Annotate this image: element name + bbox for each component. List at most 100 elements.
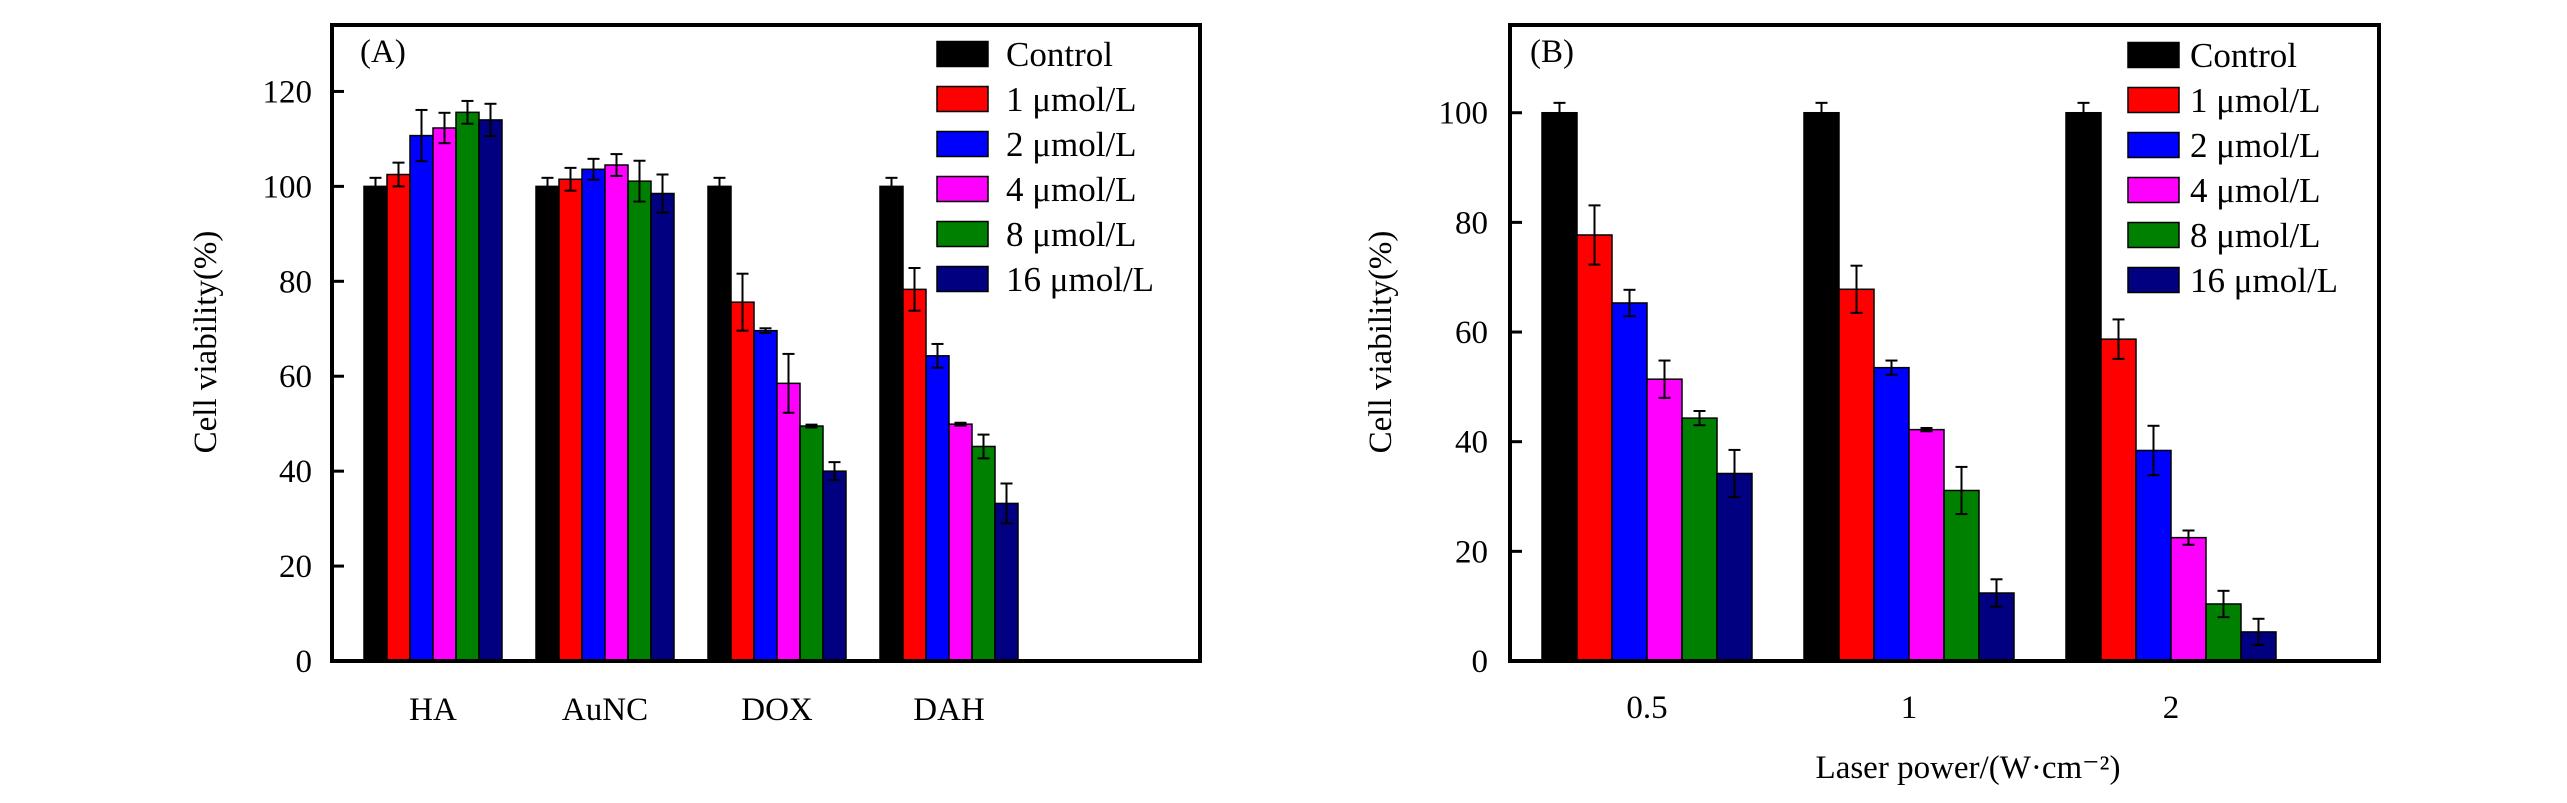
panel-b-bar: [1541, 111, 1578, 662]
panel-a-error-bar: [415, 108, 428, 163]
panel-a-error-bar: [782, 352, 795, 414]
panel-b-legend-item: 2 μmol/L: [2127, 126, 2321, 165]
legend-label: 8 μmol/L: [2190, 216, 2321, 255]
panel-a-x-tick-label: HA: [409, 692, 457, 728]
panel-b-plot-frame: [1508, 23, 2381, 663]
panel-b-legend-item: 8 μmol/L: [2127, 216, 2321, 255]
panel-b-x-tick-label: 2: [2163, 690, 2180, 726]
panel-a-bar: [994, 502, 1019, 662]
legend-label: Control: [2190, 36, 2297, 75]
panel-b-bar: [2135, 449, 2172, 662]
panel-a-bar: [432, 127, 457, 662]
panel-b-bar: [2100, 338, 2137, 662]
panel-a-bar: [604, 164, 629, 662]
panel-a-error-bar: [369, 176, 382, 196]
panel-b-bar: [1803, 111, 1840, 662]
panel-a-bar: [478, 119, 503, 662]
panel-a-y-axis-title: Cell viability(%): [188, 231, 224, 454]
legend-label: 16 μmol/L: [1006, 260, 1154, 299]
panel-b-error-bar: [1553, 101, 1566, 124]
panel-b-x-tick-label: 1: [1901, 690, 1918, 726]
panel-a-bar: [925, 355, 950, 662]
panel-a-error-bar: [656, 173, 669, 214]
panel-a-bar: [581, 168, 606, 662]
panel-b-bar: [1873, 366, 1910, 662]
panel-a-y-axis-ticks: 0 20 40 60 80 100 120: [263, 74, 344, 680]
panel-b-label: (B): [1530, 34, 1574, 70]
panel-b-x-tick-label: 0.5: [1626, 690, 1667, 726]
panel-a-error-bar: [759, 327, 772, 335]
legend-swatch: [2127, 86, 2180, 114]
panel-a-x-axis-labels: HA AuNC DOX DAH: [409, 692, 985, 728]
panel-b-legend-item: 1 μmol/L: [2127, 81, 2321, 120]
legend-swatch: [936, 220, 989, 248]
panel-b-error-bar: [1990, 578, 2003, 608]
panel-a-x-tick-label: AuNC: [562, 692, 648, 728]
legend-label: Control: [1006, 35, 1113, 74]
legend-swatch: [936, 175, 989, 203]
panel-a-legend-item: 4 μmol/L: [936, 170, 1137, 209]
panel-a-plot-frame: [330, 23, 1202, 663]
panel-a-error-bar: [461, 99, 474, 125]
panel-b-bar: [1838, 288, 1875, 662]
panel-a-bar: [386, 173, 411, 662]
panel-b-x-axis-labels: 0.5 1 2: [1626, 690, 2179, 726]
panel-b-error-bar: [1955, 465, 1968, 516]
panel-b-error-bar: [1885, 359, 1898, 376]
panel-b-legend-item: Control: [2127, 36, 2297, 75]
panel-b-legend-item: 16 μmol/L: [2127, 261, 2338, 300]
panel-b-bar: [1576, 234, 1613, 662]
panel-b-error-bar: [2252, 617, 2265, 647]
legend-swatch: [936, 40, 989, 68]
panel-b-error-bar: [1815, 101, 1828, 124]
panel-b-error-bar: [1588, 204, 1601, 266]
panel-b-bar: [1611, 302, 1648, 662]
legend-swatch: [936, 265, 989, 293]
panel-a-error-bar: [977, 433, 990, 460]
panel-b-error-bar: [2147, 424, 2160, 477]
panel-a-bar: [948, 423, 973, 662]
panel-a-error-bar: [805, 423, 818, 429]
panel-a-chart: 0 20 40 60 80 100 120 HA AuNC DOX DAH (A) Cell vi…: [188, 23, 1202, 728]
panel-a-bar: [650, 192, 675, 662]
panel-b-x-axis-title: Laser power/(W·cm⁻²): [1816, 750, 2121, 786]
panel-b-bar: [2170, 536, 2207, 662]
legend-swatch: [2127, 266, 2180, 294]
panel-a-x-tick-label: DAH: [913, 692, 985, 728]
panel-b-error-bar: [1850, 264, 1863, 314]
panel-b-error-bar: [2217, 589, 2230, 619]
panel-a-bar: [730, 301, 755, 662]
panel-b-y-tick-label: 20: [1455, 534, 1488, 570]
panel-b-bar: [2065, 111, 2102, 662]
panel-b-error-bar: [2077, 101, 2090, 124]
panel-a-legend-item: 8 μmol/L: [936, 215, 1137, 254]
panel-a-bar: [558, 178, 583, 662]
panel-b-bar: [1681, 417, 1718, 662]
legend-swatch: [2127, 131, 2180, 159]
panel-a-legend: Control 1 μmol/L 2 μmol/L 4 μmol/L 8 μmol/L 1…: [936, 35, 1154, 299]
panel-b-y-tick-label: 100: [1439, 96, 1489, 132]
panel-b-legend: Control 1 μmol/L 2 μmol/L 4 μmol/L 8 μmol/L 1…: [2127, 36, 2338, 300]
legend-label: 1 μmol/L: [2190, 81, 2321, 120]
panel-b-error-bar: [1693, 409, 1706, 427]
panel-a-error-bar: [587, 157, 600, 181]
legend-label: 16 μmol/L: [2190, 261, 2338, 300]
panel-a-legend-item: 1 μmol/L: [936, 80, 1137, 119]
panel-a-y-tick-label: 100: [263, 169, 313, 205]
panel-b-error-bar: [2112, 318, 2125, 360]
panel-a-error-bar: [885, 176, 898, 196]
panel-a-label: (A): [360, 34, 406, 70]
legend-swatch: [936, 130, 989, 158]
panel-b-bar: [1646, 378, 1683, 662]
legend-swatch: [2127, 41, 2180, 69]
panel-a-error-bar: [438, 111, 451, 145]
panel-b-y-axis-ticks: 0 20 40 60 80 100: [1439, 96, 1522, 680]
panel-a-error-bar: [610, 153, 623, 177]
panel-a-y-tick-label: 0: [296, 644, 313, 680]
panel-b-error-bars: [1553, 101, 2265, 647]
panel-a-error-bar: [392, 161, 405, 188]
panel-a-error-bar: [931, 342, 944, 369]
panel-b-y-axis-title: Cell viability(%): [1363, 231, 1399, 454]
panel-a-bar: [776, 382, 801, 662]
